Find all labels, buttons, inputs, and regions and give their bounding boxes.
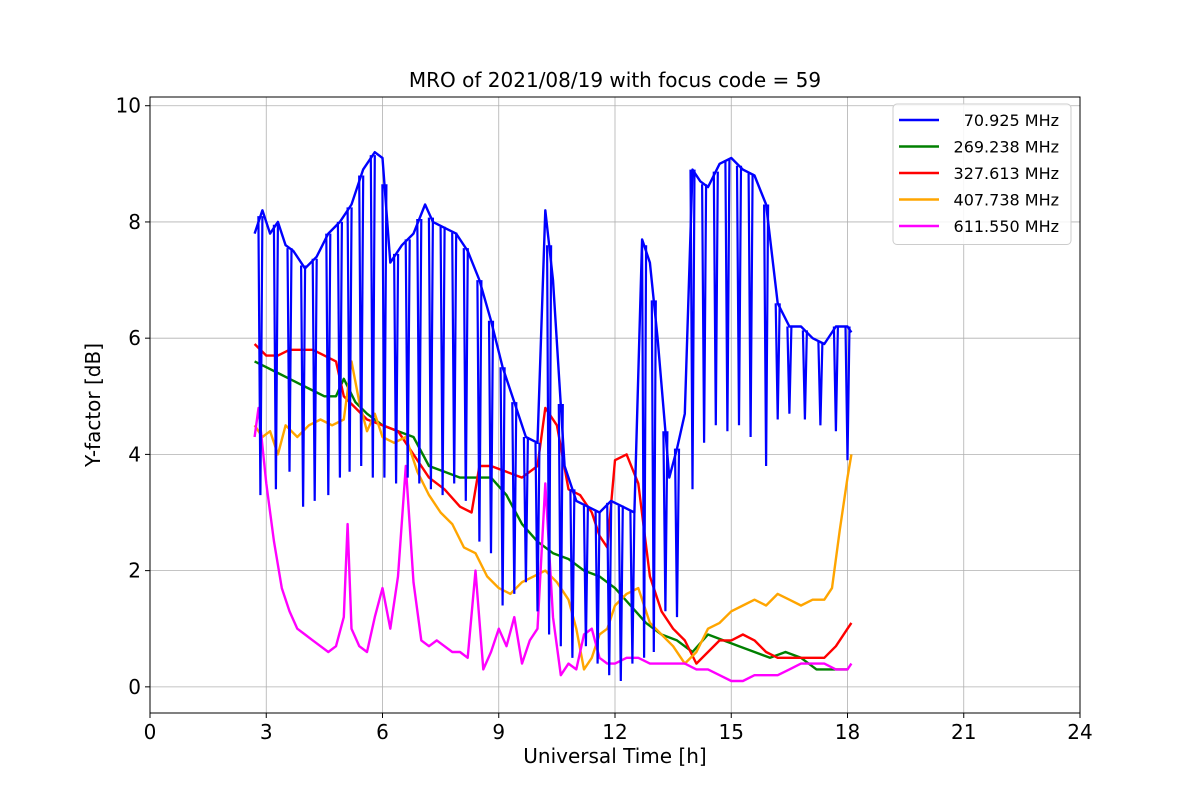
series-dip — [689, 169, 696, 490]
chart-title: MRO of 2021/08/19 with focus code = 59 — [409, 68, 821, 92]
series-dip — [712, 171, 719, 426]
series-dip — [801, 330, 808, 420]
series-dip — [617, 505, 624, 682]
series-dip — [844, 326, 851, 461]
series-dip — [582, 505, 589, 647]
y-tick-label: 0 — [128, 675, 141, 699]
legend-label: 269.238 MHz — [954, 138, 1059, 157]
series-dip — [724, 159, 731, 432]
x-tick-label: 12 — [602, 720, 627, 744]
series-line — [253, 406, 853, 683]
series-dip — [257, 216, 264, 496]
y-axis-label: Y-factor [dB] — [81, 343, 105, 468]
series-dip — [311, 258, 318, 501]
x-tick-label: 21 — [951, 720, 976, 744]
x-axis-ticks: 0 3 6 9 12 15 18 21 24 — [144, 713, 1093, 744]
series-dip — [476, 280, 483, 542]
series-dip — [381, 184, 388, 478]
legend: 70.925 MHz 269.238 MHz 327.613 MHz 407.738 … — [892, 103, 1072, 245]
series-dip — [416, 218, 423, 484]
x-tick-label: 9 — [492, 720, 505, 744]
series-line — [254, 360, 848, 671]
x-tick-label: 18 — [835, 720, 860, 744]
series-dip — [606, 502, 613, 676]
series-dip — [499, 367, 506, 606]
legend-label: 611.550 MHz — [954, 217, 1059, 236]
y-tick-label: 10 — [116, 94, 141, 118]
series-dip — [346, 207, 353, 472]
series-dip — [404, 239, 411, 478]
legend-box — [892, 103, 1072, 245]
series-dip — [325, 233, 332, 496]
y-tick-label: 2 — [128, 559, 141, 583]
y-tick-label: 4 — [128, 442, 141, 466]
y-axis-ticks: 0 2 4 6 8 10 — [116, 94, 150, 699]
series-dip — [286, 248, 293, 472]
series-dip — [629, 511, 636, 664]
series-dip — [336, 221, 343, 478]
series-dip — [534, 442, 541, 612]
series-dip — [272, 224, 279, 490]
series-dip — [701, 184, 708, 443]
series-dip — [786, 326, 793, 414]
series-dip — [735, 165, 743, 426]
series-dip — [832, 326, 839, 432]
series-dip — [650, 300, 657, 653]
series-dip — [487, 320, 495, 554]
series-dip — [462, 248, 469, 501]
series-dip — [369, 155, 376, 478]
series-dip — [763, 204, 770, 467]
series-dip — [439, 226, 446, 496]
series-dip — [774, 303, 781, 420]
series-dip — [300, 265, 307, 507]
y-tick-label: 8 — [128, 210, 141, 234]
series-dip — [817, 341, 824, 426]
x-tick-label: 24 — [1067, 720, 1092, 744]
legend-label: 70.925 MHz — [964, 111, 1059, 130]
series-dip — [747, 173, 754, 438]
series-dip — [569, 489, 576, 658]
series-dip — [522, 436, 529, 583]
series-dip — [427, 217, 434, 490]
series-dip — [546, 245, 553, 635]
series-dip — [358, 175, 365, 467]
x-tick-label: 3 — [260, 720, 273, 744]
series-dip — [393, 253, 400, 484]
legend-label: 407.738 MHz — [954, 191, 1059, 210]
legend-label: 327.613 MHz — [954, 164, 1059, 183]
x-tick-label: 0 — [144, 720, 157, 744]
x-axis-label: Universal Time [h] — [523, 744, 706, 768]
series-dip — [662, 431, 669, 612]
series-dip — [673, 448, 681, 618]
x-tick-label: 6 — [376, 720, 389, 744]
series-dip — [511, 402, 518, 594]
series-dip — [451, 232, 458, 484]
series-dip — [641, 245, 648, 658]
series-dip — [557, 403, 564, 647]
series-layer — [253, 151, 853, 683]
series-dip — [594, 511, 601, 664]
y-tick-label: 6 — [128, 326, 141, 350]
x-tick-label: 15 — [719, 720, 744, 744]
